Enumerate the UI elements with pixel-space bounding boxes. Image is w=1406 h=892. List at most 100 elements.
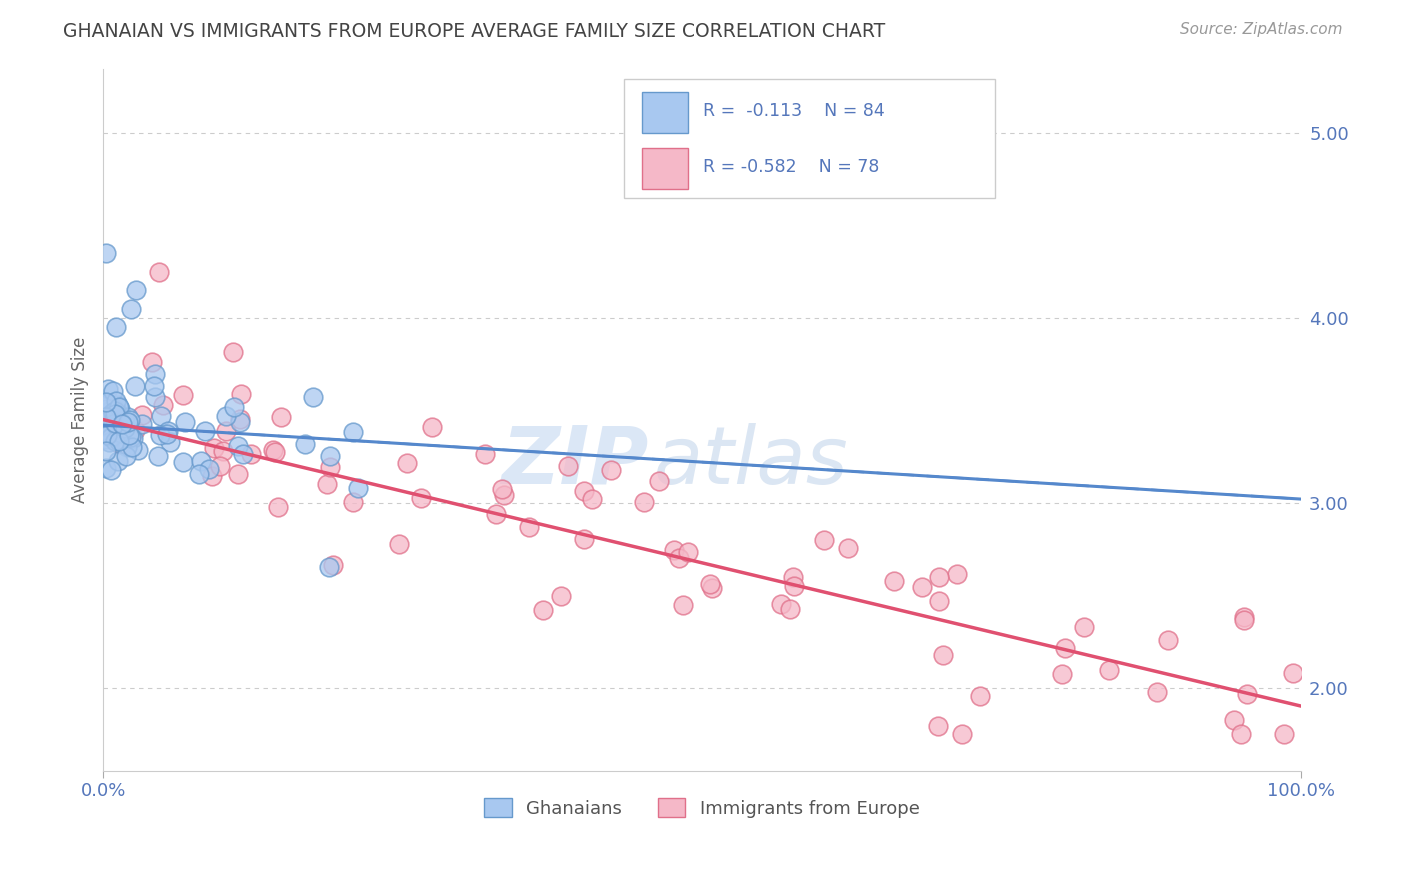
Point — [226, 439, 249, 453]
Point — [294, 437, 316, 451]
Point — [1073, 620, 1095, 634]
Point — [270, 410, 292, 425]
Point — [342, 495, 364, 509]
Point — [156, 424, 179, 438]
Point — [118, 428, 141, 442]
Point — [97, 434, 120, 449]
Point — [104, 434, 127, 449]
Point — [572, 532, 595, 546]
Point — [678, 545, 700, 559]
Point — [550, 589, 572, 603]
Point — [101, 384, 124, 399]
Point — [411, 491, 433, 505]
Point — [215, 409, 238, 423]
Point — [97, 382, 120, 396]
Point — [231, 387, 253, 401]
Point — [108, 437, 131, 451]
Point — [117, 415, 139, 429]
Point — [599, 463, 621, 477]
FancyBboxPatch shape — [624, 79, 995, 198]
Point — [125, 283, 148, 297]
Point — [932, 648, 955, 663]
Point — [131, 408, 153, 422]
Point — [159, 434, 181, 449]
Point — [174, 415, 197, 429]
Point — [94, 395, 117, 409]
Point — [107, 424, 129, 438]
Point — [1233, 609, 1256, 624]
Point — [928, 593, 950, 607]
Point — [969, 690, 991, 704]
Point — [105, 409, 128, 424]
Point — [388, 537, 411, 551]
Point — [111, 419, 134, 434]
Point — [1053, 641, 1076, 656]
Point — [420, 420, 443, 434]
Point — [672, 598, 695, 612]
Point — [94, 444, 117, 458]
Point — [115, 449, 138, 463]
Text: atlas: atlas — [654, 423, 849, 500]
Point — [114, 421, 136, 435]
Point — [342, 425, 364, 439]
Point — [212, 444, 235, 458]
Point — [107, 453, 129, 467]
Point — [96, 397, 118, 411]
Point — [491, 483, 513, 497]
Point — [103, 424, 125, 438]
Point — [662, 543, 685, 558]
Point — [148, 265, 170, 279]
Point — [557, 458, 579, 473]
Point — [131, 417, 153, 431]
Point — [100, 425, 122, 440]
Point — [927, 719, 949, 733]
Point — [122, 431, 145, 445]
Point — [190, 454, 212, 468]
Point — [531, 603, 554, 617]
Point — [267, 500, 290, 515]
Point — [104, 416, 127, 430]
Point — [633, 495, 655, 509]
Point — [105, 409, 128, 423]
Point — [101, 405, 124, 419]
Point — [648, 474, 671, 488]
Point — [813, 533, 835, 547]
Text: R = -0.582    N = 78: R = -0.582 N = 78 — [703, 158, 880, 176]
Point — [222, 345, 245, 359]
Point — [318, 560, 340, 574]
Point — [232, 447, 254, 461]
Point — [779, 602, 801, 616]
Point — [105, 402, 128, 417]
Point — [1223, 713, 1246, 727]
Point — [110, 426, 132, 441]
Point — [837, 541, 859, 556]
Point — [1272, 727, 1295, 741]
Point — [240, 446, 263, 460]
Point — [322, 558, 344, 573]
Point — [928, 570, 950, 584]
Point — [228, 467, 250, 482]
Point — [782, 570, 804, 584]
Point — [208, 458, 231, 473]
Text: GHANAIAN VS IMMIGRANTS FROM EUROPE AVERAGE FAMILY SIZE CORRELATION CHART: GHANAIAN VS IMMIGRANTS FROM EUROPE AVERA… — [63, 22, 886, 41]
Point — [228, 412, 250, 426]
Point — [574, 484, 596, 499]
Point — [347, 481, 370, 495]
Point — [94, 433, 117, 447]
Y-axis label: Average Family Size: Average Family Size — [72, 336, 89, 503]
Point — [494, 488, 516, 502]
Point — [1281, 665, 1303, 680]
Point — [215, 425, 238, 439]
Point — [117, 409, 139, 424]
Point — [301, 390, 323, 404]
Point — [699, 577, 721, 591]
Point — [194, 424, 217, 438]
Point — [517, 520, 540, 534]
Point — [108, 434, 131, 448]
Point — [94, 409, 117, 424]
Point — [105, 393, 128, 408]
Point — [100, 463, 122, 477]
Point — [101, 414, 124, 428]
Point — [1050, 666, 1073, 681]
Point — [883, 574, 905, 589]
